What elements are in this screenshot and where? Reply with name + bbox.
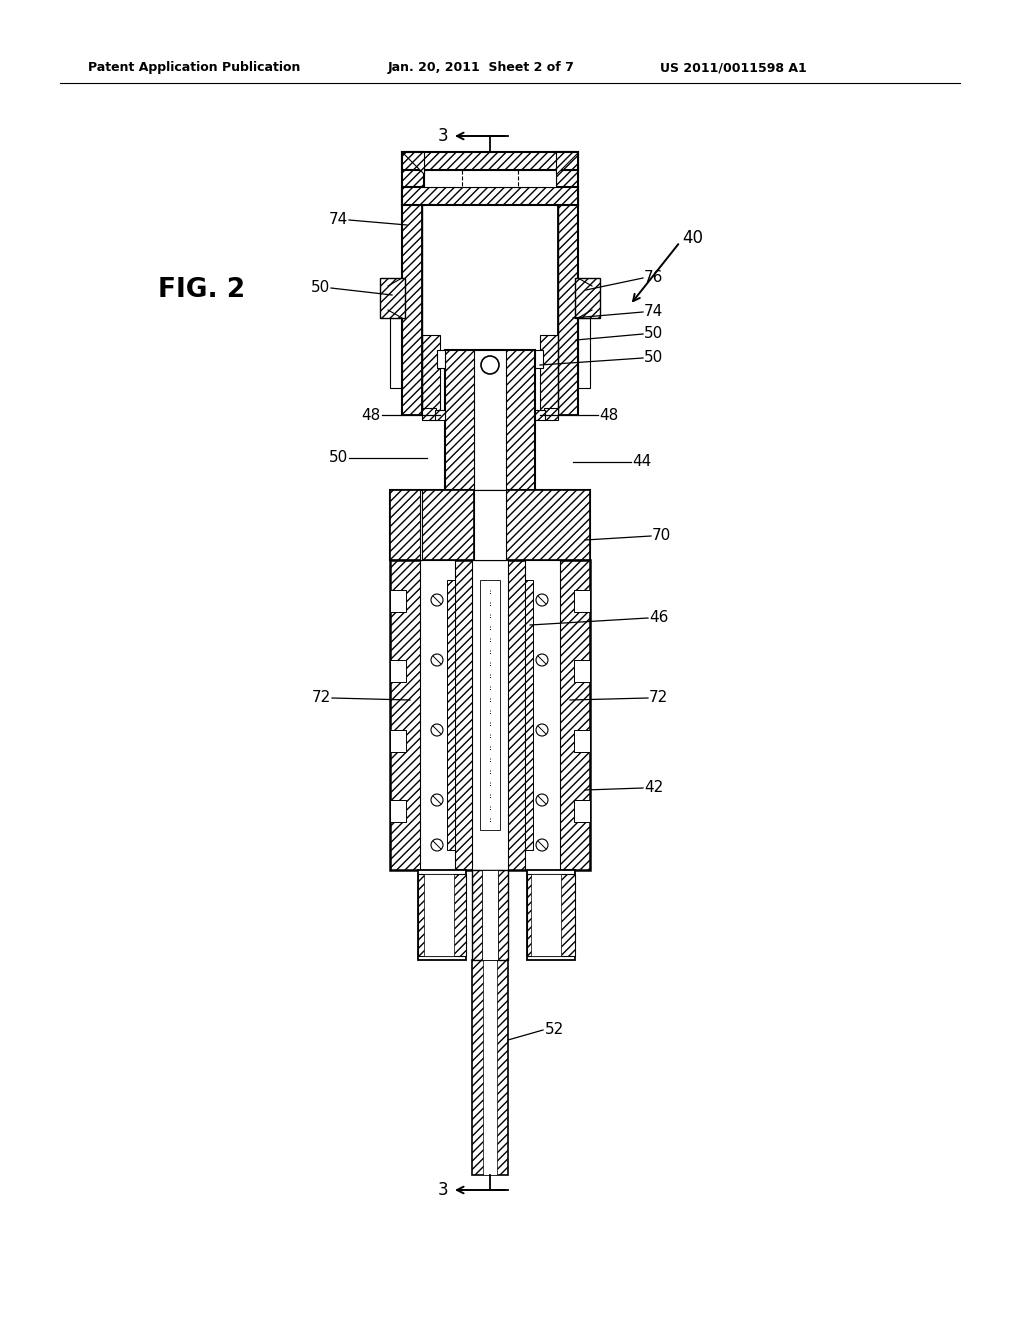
Polygon shape — [402, 152, 424, 174]
Bar — [540, 335, 558, 414]
Bar — [472, 960, 508, 1175]
Bar — [558, 205, 578, 414]
Text: 3: 3 — [437, 1181, 449, 1199]
Bar — [578, 318, 590, 388]
Bar — [472, 560, 508, 870]
Text: 42: 42 — [644, 780, 664, 796]
Bar — [544, 408, 558, 420]
Text: 48: 48 — [361, 408, 381, 422]
Bar — [525, 579, 534, 850]
Text: 76: 76 — [644, 271, 664, 285]
Bar — [527, 874, 575, 956]
Text: 48: 48 — [599, 408, 618, 422]
Bar — [558, 490, 578, 560]
Bar — [390, 318, 402, 388]
Text: 50: 50 — [644, 351, 664, 366]
Bar — [472, 870, 508, 960]
Text: Patent Application Publication: Patent Application Publication — [88, 62, 300, 74]
Bar — [420, 560, 455, 870]
Polygon shape — [556, 152, 578, 174]
Polygon shape — [506, 490, 590, 560]
Bar — [535, 350, 543, 368]
Bar — [402, 152, 578, 170]
Bar — [380, 279, 406, 318]
Bar — [525, 560, 560, 870]
Bar — [402, 205, 422, 414]
Bar — [402, 152, 424, 205]
Polygon shape — [390, 490, 474, 560]
Bar — [527, 870, 575, 960]
Bar — [574, 800, 590, 822]
Text: 52: 52 — [545, 1023, 564, 1038]
Bar — [447, 579, 455, 850]
Text: 44: 44 — [632, 454, 651, 470]
Text: 3: 3 — [437, 127, 449, 145]
Text: 40: 40 — [682, 228, 703, 247]
Bar — [390, 730, 406, 752]
Bar — [424, 874, 454, 956]
Bar — [574, 590, 590, 612]
Text: 74: 74 — [329, 213, 348, 227]
Bar — [535, 411, 545, 420]
Bar — [402, 490, 422, 560]
Text: FIG. 2: FIG. 2 — [158, 277, 245, 304]
Polygon shape — [420, 490, 422, 560]
Bar — [445, 350, 535, 490]
Bar — [483, 960, 497, 1175]
Bar — [418, 870, 466, 960]
Bar — [574, 660, 590, 682]
Bar — [424, 170, 556, 187]
Bar — [390, 560, 590, 870]
Bar — [390, 590, 406, 612]
Text: 46: 46 — [649, 610, 669, 626]
Bar — [575, 279, 600, 318]
Bar — [474, 490, 506, 560]
Text: 74: 74 — [644, 305, 664, 319]
Bar — [422, 205, 558, 414]
Text: 50: 50 — [310, 281, 330, 296]
Bar — [482, 870, 498, 960]
Text: 72: 72 — [649, 690, 669, 705]
Text: US 2011/0011598 A1: US 2011/0011598 A1 — [660, 62, 807, 74]
Bar — [437, 350, 445, 368]
Bar — [390, 660, 406, 682]
Bar — [531, 874, 561, 956]
Text: 50: 50 — [329, 450, 348, 466]
Bar — [402, 187, 578, 205]
Bar — [474, 490, 506, 560]
Text: 70: 70 — [652, 528, 672, 544]
Bar — [574, 730, 590, 752]
Bar — [556, 152, 578, 205]
Text: 72: 72 — [311, 690, 331, 705]
Bar — [435, 411, 445, 420]
Bar — [390, 800, 406, 822]
Bar — [418, 874, 466, 956]
Bar — [422, 335, 440, 414]
Bar — [474, 350, 506, 490]
Text: Jan. 20, 2011  Sheet 2 of 7: Jan. 20, 2011 Sheet 2 of 7 — [388, 62, 574, 74]
Bar — [390, 490, 590, 560]
Text: 50: 50 — [644, 326, 664, 342]
Bar — [422, 408, 436, 420]
Bar — [480, 579, 500, 830]
